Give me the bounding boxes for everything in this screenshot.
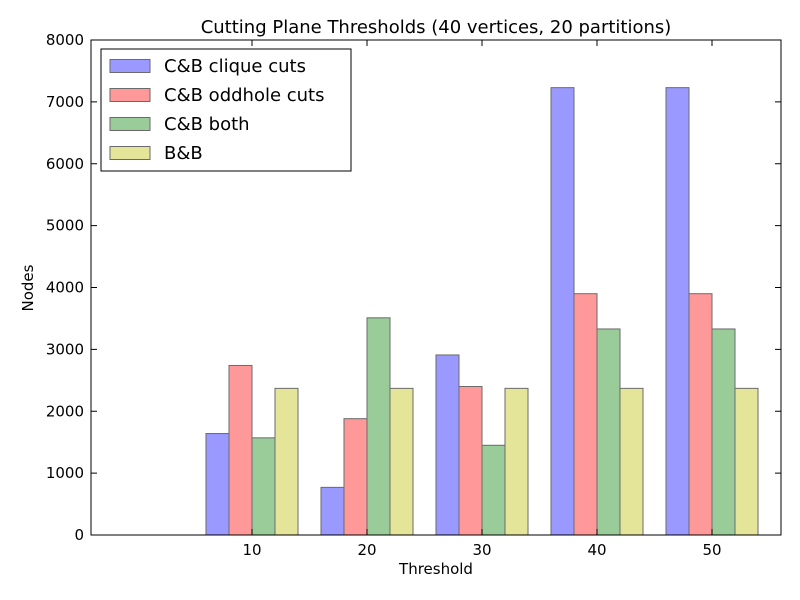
x-tick-label: 30 xyxy=(472,541,491,559)
y-tick-label: 2000 xyxy=(46,402,84,420)
x-tick-label: 40 xyxy=(587,541,606,559)
bar xyxy=(320,486,345,536)
bar xyxy=(251,437,276,536)
legend-swatch xyxy=(109,59,151,73)
chart-title: Cutting Plane Thresholds (40 vertices, 2… xyxy=(201,17,672,38)
y-tick-label: 7000 xyxy=(46,93,84,111)
bar xyxy=(274,387,299,536)
bar xyxy=(366,317,391,536)
legend-swatch xyxy=(109,88,151,102)
bar xyxy=(734,387,759,536)
bar xyxy=(665,87,690,536)
legend: C&B clique cuts C&B oddhole cuts C&B both B… xyxy=(100,48,352,172)
legend-label: C&B clique cuts xyxy=(164,56,306,77)
y-tick-label: 3000 xyxy=(46,340,84,358)
y-axis: 0 1000 2000 3000 4000 5000 6000 7000 8000 xyxy=(46,31,781,544)
bar xyxy=(389,387,414,536)
y-tick-label: 8000 xyxy=(46,31,84,49)
y-tick-label: 0 xyxy=(74,526,84,544)
bar xyxy=(481,444,506,536)
bar xyxy=(619,387,644,536)
legend-swatch xyxy=(109,117,151,131)
x-axis: 10 20 30 40 50 xyxy=(242,40,722,559)
x-tick-label: 20 xyxy=(357,541,376,559)
y-tick-label: 4000 xyxy=(46,279,84,297)
bar xyxy=(205,433,230,536)
bar xyxy=(573,293,598,536)
bar xyxy=(228,364,253,536)
bar xyxy=(504,387,529,536)
bar xyxy=(596,328,621,536)
bar xyxy=(550,87,575,536)
bar xyxy=(343,418,368,536)
legend-swatch xyxy=(109,146,151,160)
legend-label: B&B xyxy=(164,143,203,164)
y-tick-label: 1000 xyxy=(46,464,84,482)
x-tick-label: 10 xyxy=(242,541,261,559)
bar xyxy=(458,386,483,536)
bar xyxy=(711,328,736,536)
bar xyxy=(688,293,713,536)
legend-label: C&B both xyxy=(164,114,250,135)
y-axis-label: Nodes xyxy=(19,264,37,311)
x-axis-label: Threshold xyxy=(398,560,473,578)
y-tick-label: 6000 xyxy=(46,155,84,173)
bars-layer xyxy=(205,87,759,536)
bar xyxy=(435,354,460,536)
legend-label: C&B oddhole cuts xyxy=(164,85,325,106)
y-tick-label: 5000 xyxy=(46,217,84,235)
x-tick-label: 50 xyxy=(702,541,721,559)
